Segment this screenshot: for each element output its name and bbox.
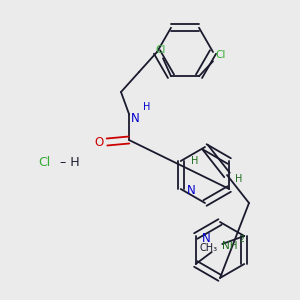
Text: N: N <box>186 184 195 197</box>
Text: N: N <box>131 112 140 125</box>
Text: H: H <box>191 156 199 166</box>
Text: N: N <box>201 232 210 244</box>
Text: NH: NH <box>222 241 237 251</box>
Text: H: H <box>143 102 150 112</box>
Text: Cl: Cl <box>38 155 50 169</box>
Text: Cl: Cl <box>156 45 166 55</box>
Text: H: H <box>235 174 243 184</box>
Text: Cl: Cl <box>216 50 226 60</box>
Text: O: O <box>94 136 103 148</box>
Text: 2: 2 <box>240 236 244 244</box>
Text: CH₃: CH₃ <box>199 243 217 253</box>
Text: – H: – H <box>56 155 80 169</box>
